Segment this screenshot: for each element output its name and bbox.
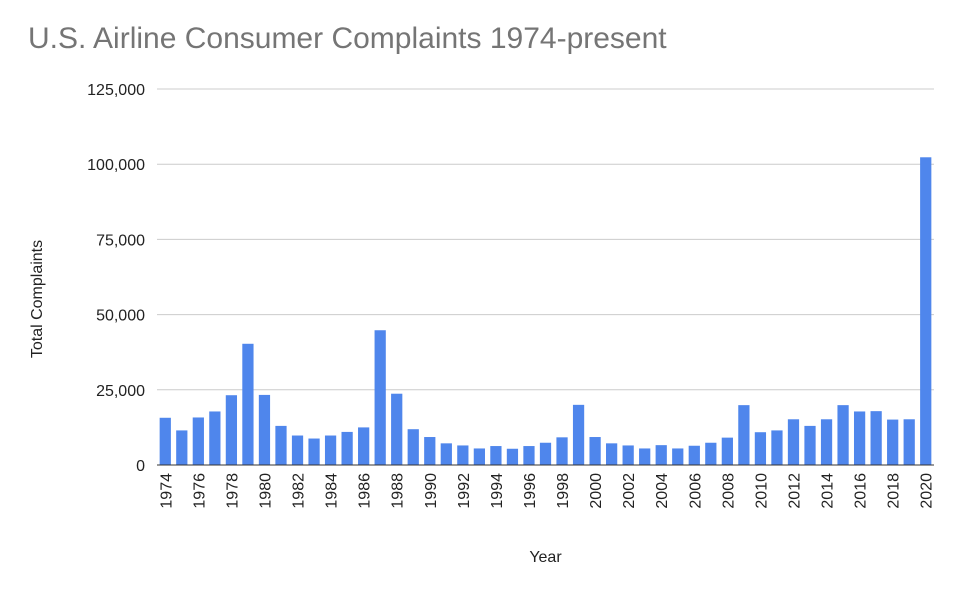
x-tick-label: 1998 [555,473,572,509]
bar-1989 [407,429,419,465]
x-tick-label: 1990 [423,473,440,509]
x-tick-label: 2010 [753,473,770,509]
bar-2011 [771,430,783,465]
x-tick-label: 2018 [886,473,903,509]
gridlines [157,88,934,391]
bar-1991 [440,443,452,465]
x-tick-label: 1976 [191,473,208,509]
x-tick-label: 1996 [522,473,539,509]
bar-2020 [920,157,932,465]
bar-1987 [374,330,386,465]
bar-1993 [473,448,485,465]
bar-1981 [275,425,287,465]
bar-1985 [341,431,353,465]
bar-1984 [324,435,337,465]
bar-1986 [358,427,370,465]
bar-1988 [391,393,403,465]
x-tick-label: 2004 [654,473,671,509]
x-axis-ticks: 1974 1976 1978 1980 1982 1984 1986 1988 1990 1992… [158,473,935,509]
bars [159,157,932,465]
bar-1996 [523,446,535,465]
x-tick-label: 2016 [853,473,870,509]
bar-1999 [572,404,585,465]
x-tick-label: 1988 [390,473,407,509]
y-axis-ticks: 0 25,000 50,000 75,000 100,000 125,000 [87,82,145,475]
bar-2001 [606,443,618,465]
bar-2006 [688,445,700,465]
x-tick-label: 1986 [357,473,374,509]
x-tick-label: 2012 [786,473,803,509]
bar-2005 [672,448,684,465]
bar-1982 [291,435,304,465]
bar-2004 [655,445,667,465]
x-tick-label: 2006 [687,473,704,509]
bar-1997 [539,442,552,465]
bar-2017 [870,411,882,465]
y-tick-label: 25,000 [96,383,145,400]
y-tick-label: 0 [136,458,145,475]
y-tick-label: 75,000 [96,232,145,249]
bar-1975 [176,430,188,465]
bar-1976 [192,417,204,465]
bar-2002 [622,445,634,465]
bar-1983 [308,438,320,465]
bar-1998 [556,437,568,465]
bar-2013 [804,425,816,465]
bar-2009 [738,405,750,465]
y-tick-label: 50,000 [96,308,145,325]
x-tick-label: 1982 [291,473,308,509]
x-tick-label: 2008 [720,473,737,509]
x-axis-label: Year [529,549,562,566]
x-tick-label: 1974 [158,473,175,509]
bar-2008 [721,437,733,465]
x-tick-label: 2014 [820,473,837,509]
y-tick-label: 100,000 [87,157,145,174]
chart-title: U.S. Airline Consumer Complaints 1974-pr… [28,22,667,55]
bar-1974 [159,417,171,465]
bar-1977 [209,411,221,465]
x-tick-label: 1978 [224,473,241,509]
bar-1992 [457,445,469,465]
x-tick-label: 1994 [489,473,506,509]
bar-1978 [225,395,238,465]
x-tick-label: 1980 [257,473,274,509]
bar-2018 [887,419,899,465]
x-tick-label: 1984 [324,473,341,509]
bar-2012 [787,419,800,465]
bar-1990 [424,437,436,465]
bar-1995 [506,448,519,465]
bar-2007 [705,442,717,465]
x-tick-label: 2000 [588,473,605,509]
bar-2015 [837,405,849,465]
x-tick-label: 2020 [919,473,936,509]
bar-2019 [903,419,915,465]
x-tick-label: 1992 [456,473,473,509]
bar-2016 [853,411,866,465]
bar-1979 [242,343,254,465]
bar-1980 [258,394,271,465]
y-axis-label: Total Complaints [29,240,46,358]
bar-1994 [490,446,502,465]
x-tick-label: 2002 [621,473,638,509]
bar-2010 [754,432,767,465]
y-tick-label: 125,000 [87,82,145,99]
bar-2014 [820,419,833,465]
bar-2003 [639,448,651,465]
bar-2000 [589,437,601,465]
